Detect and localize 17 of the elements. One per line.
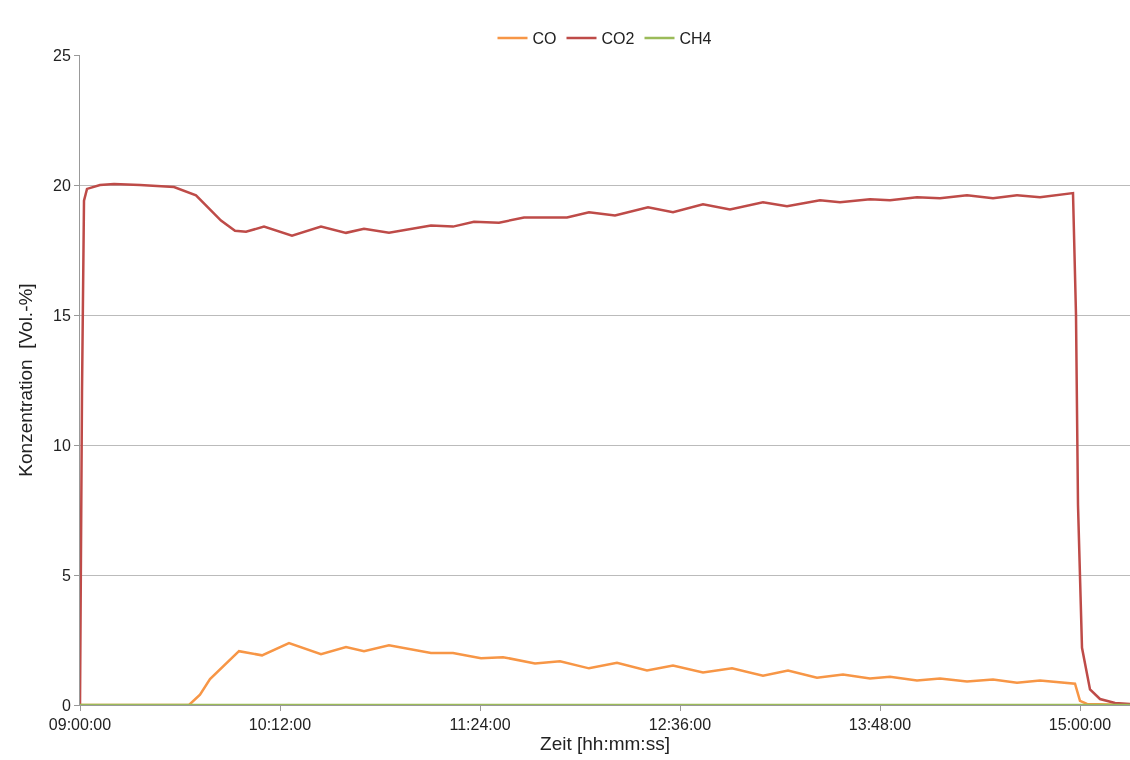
x-tick-label: 15:00:00 [1048,716,1112,734]
y-tick-label: 25 [53,46,71,64]
y-tick-label: 15 [53,306,71,324]
y-tick-label: 5 [61,566,71,584]
x-tick-label: 12:36:00 [648,716,712,734]
legend-label: CH4 [679,30,712,48]
y-tick-label: 20 [53,176,71,194]
x-axis-title: Zeit [hh:mm:ss] [540,733,670,755]
x-tick-label: 11:24:00 [449,716,511,734]
y-axis-title: Konzentration [Vol.-%] [14,283,36,477]
y-tick-label: 0 [61,696,71,714]
x-tick-label: 10:12:00 [248,716,312,734]
x-tick-label: 13:48:00 [848,716,912,734]
y-tick-label: 10 [53,436,71,454]
x-tick-label: 09:00:00 [48,716,112,734]
legend-label: CO [532,30,557,48]
legend-label: CO2 [601,30,635,48]
